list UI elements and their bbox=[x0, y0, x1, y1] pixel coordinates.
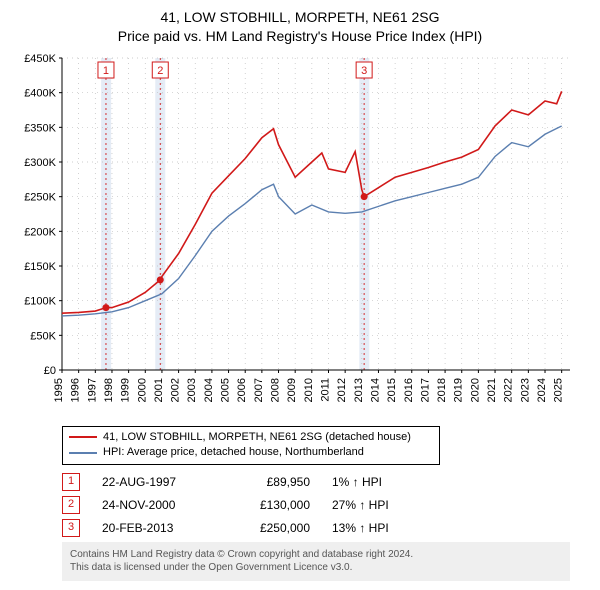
svg-text:2004: 2004 bbox=[203, 378, 215, 402]
svg-text:2012: 2012 bbox=[336, 378, 348, 402]
svg-text:2006: 2006 bbox=[236, 378, 248, 402]
svg-text:2008: 2008 bbox=[270, 378, 282, 402]
svg-text:2015: 2015 bbox=[386, 378, 398, 402]
chart: 1 2 3 £0 £50K £100K £150K £200K £250K £300K £350K £… bbox=[10, 50, 590, 420]
svg-text:2003: 2003 bbox=[186, 378, 198, 402]
svg-text:1: 1 bbox=[103, 65, 109, 77]
marker-price: £130,000 bbox=[234, 498, 310, 512]
title-block: 41, LOW STOBHILL, MORPETH, NE61 2SG Pric… bbox=[10, 8, 590, 46]
marker-badge: 2 bbox=[62, 496, 80, 514]
svg-text:£150K: £150K bbox=[24, 261, 56, 273]
svg-text:£0: £0 bbox=[44, 365, 56, 377]
footer: Contains HM Land Registry data © Crown c… bbox=[62, 542, 570, 581]
svg-text:2007: 2007 bbox=[253, 378, 265, 402]
svg-text:£200K: £200K bbox=[24, 226, 56, 238]
svg-text:£300K: £300K bbox=[24, 157, 56, 169]
svg-text:2: 2 bbox=[157, 65, 163, 77]
marker-row: 2 24-NOV-2000 £130,000 27% ↑ HPI bbox=[62, 496, 590, 514]
svg-text:2024: 2024 bbox=[536, 378, 548, 402]
legend-label: 41, LOW STOBHILL, MORPETH, NE61 2SG (det… bbox=[103, 430, 411, 445]
marker-date: 20-FEB-2013 bbox=[102, 521, 212, 535]
svg-text:2002: 2002 bbox=[170, 378, 182, 402]
svg-text:2000: 2000 bbox=[136, 378, 148, 402]
svg-text:2020: 2020 bbox=[469, 378, 481, 402]
marker-badge: 3 bbox=[62, 519, 80, 537]
title-line-2: Price paid vs. HM Land Registry's House … bbox=[10, 27, 590, 46]
svg-text:2014: 2014 bbox=[369, 378, 381, 402]
svg-text:2018: 2018 bbox=[436, 378, 448, 402]
svg-text:2016: 2016 bbox=[403, 378, 415, 402]
marker-row: 1 22-AUG-1997 £89,950 1% ↑ HPI bbox=[62, 473, 590, 491]
svg-text:2013: 2013 bbox=[353, 378, 365, 402]
legend-swatch bbox=[69, 452, 97, 454]
svg-text:2022: 2022 bbox=[503, 378, 515, 402]
svg-text:1999: 1999 bbox=[120, 378, 132, 402]
svg-text:2025: 2025 bbox=[553, 378, 565, 402]
svg-text:2010: 2010 bbox=[303, 378, 315, 402]
svg-text:2017: 2017 bbox=[419, 378, 431, 402]
marker-row: 3 20-FEB-2013 £250,000 13% ↑ HPI bbox=[62, 519, 590, 537]
marker-date: 24-NOV-2000 bbox=[102, 498, 212, 512]
markers-table: 1 22-AUG-1997 £89,950 1% ↑ HPI 2 24-NOV-… bbox=[62, 473, 590, 537]
svg-text:£250K: £250K bbox=[24, 191, 56, 203]
svg-text:2023: 2023 bbox=[519, 378, 531, 402]
svg-text:1996: 1996 bbox=[70, 378, 82, 402]
chart-svg: 1 2 3 £0 £50K £100K £150K £200K £250K £300K £350K £… bbox=[10, 50, 590, 420]
legend-swatch bbox=[69, 436, 97, 438]
svg-text:£50K: £50K bbox=[30, 330, 56, 342]
legend-row: 41, LOW STOBHILL, MORPETH, NE61 2SG (det… bbox=[69, 430, 433, 445]
svg-text:£100K: £100K bbox=[24, 295, 56, 307]
chart-container: 41, LOW STOBHILL, MORPETH, NE61 2SG Pric… bbox=[0, 0, 600, 590]
svg-text:£450K: £450K bbox=[24, 53, 56, 65]
svg-text:2019: 2019 bbox=[453, 378, 465, 402]
marker-price: £250,000 bbox=[234, 521, 310, 535]
footer-line-2: This data is licensed under the Open Gov… bbox=[70, 561, 562, 575]
marker-pct: 1% ↑ HPI bbox=[332, 475, 442, 489]
title-line-1: 41, LOW STOBHILL, MORPETH, NE61 2SG bbox=[10, 8, 590, 27]
marker-date: 22-AUG-1997 bbox=[102, 475, 212, 489]
svg-text:1997: 1997 bbox=[86, 378, 98, 402]
legend-label: HPI: Average price, detached house, Nort… bbox=[103, 445, 364, 460]
svg-text:2021: 2021 bbox=[486, 378, 498, 402]
svg-text:3: 3 bbox=[361, 65, 367, 77]
svg-text:2005: 2005 bbox=[220, 378, 232, 402]
marker-badge: 1 bbox=[62, 473, 80, 491]
marker-price: £89,950 bbox=[234, 475, 310, 489]
legend: 41, LOW STOBHILL, MORPETH, NE61 2SG (det… bbox=[62, 426, 440, 465]
marker-pct: 13% ↑ HPI bbox=[332, 521, 442, 535]
svg-text:£350K: £350K bbox=[24, 122, 56, 134]
legend-row: HPI: Average price, detached house, Nort… bbox=[69, 445, 433, 460]
marker-pct: 27% ↑ HPI bbox=[332, 498, 442, 512]
svg-text:1998: 1998 bbox=[103, 378, 115, 402]
svg-text:£400K: £400K bbox=[24, 87, 56, 99]
svg-text:2001: 2001 bbox=[153, 378, 165, 402]
svg-text:2009: 2009 bbox=[286, 378, 298, 402]
svg-text:1995: 1995 bbox=[53, 378, 65, 402]
svg-text:2011: 2011 bbox=[319, 378, 331, 402]
footer-line-1: Contains HM Land Registry data © Crown c… bbox=[70, 548, 562, 562]
